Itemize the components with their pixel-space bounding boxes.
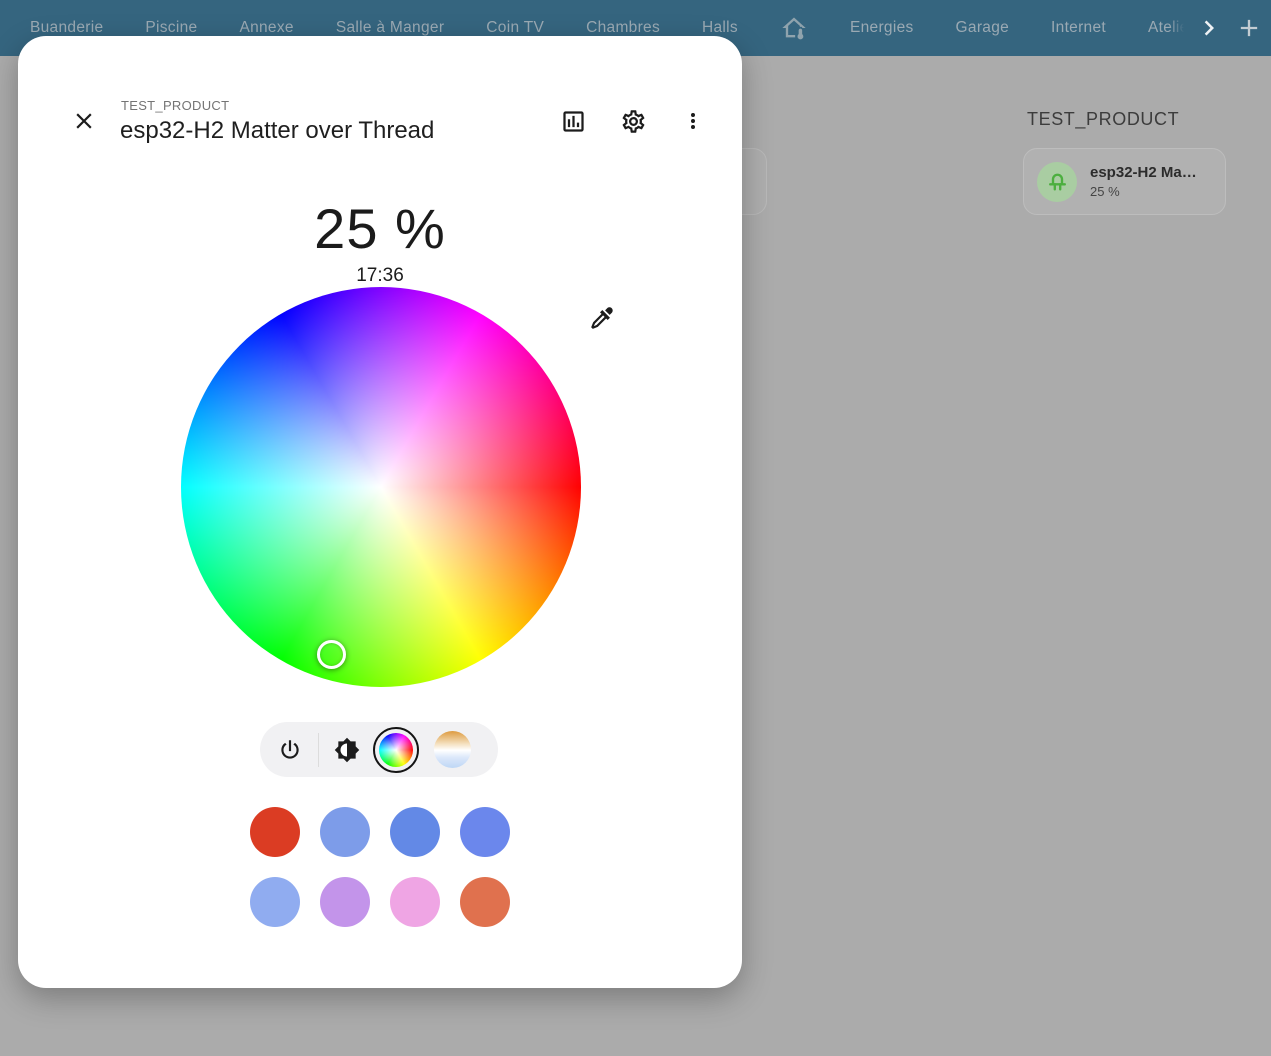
settings-button[interactable]	[613, 101, 653, 141]
color-mode-button-selected[interactable]	[373, 726, 419, 773]
preset-color-5[interactable]	[250, 877, 300, 927]
dashboard-tabs: Buanderie Piscine Annexe Salle à Manger …	[0, 0, 1271, 56]
eyedropper-icon	[589, 305, 615, 331]
device-card-name: esp32-H2 Ma…	[1090, 164, 1197, 181]
toolbar-divider	[318, 732, 319, 767]
color-wheel-cursor[interactable]	[317, 640, 346, 669]
favorite-colors	[250, 807, 510, 927]
preset-color-3[interactable]	[390, 807, 440, 857]
led-on-icon	[1044, 168, 1071, 195]
tab-annexe[interactable]: Annexe	[239, 19, 294, 36]
last-changed-time: 17:36	[356, 265, 404, 286]
light-more-info-dialog: TEST_PRODUCT esp32-H2 Matter over Thread…	[18, 36, 742, 988]
tab-garage[interactable]: Garage	[955, 19, 1010, 36]
device-card-text: esp32-H2 Ma… 25 %	[1090, 164, 1197, 199]
close-dialog-button[interactable]	[64, 101, 104, 141]
device-icon-circle	[1037, 161, 1077, 202]
chevron-right-icon	[1194, 13, 1224, 43]
color-wheel-icon	[379, 732, 413, 767]
tab-piscine[interactable]: Piscine	[145, 19, 198, 36]
tab-home-thermometer[interactable]	[780, 14, 808, 42]
preset-color-8[interactable]	[460, 877, 510, 927]
preset-color-2[interactable]	[320, 807, 370, 857]
brightness-icon	[334, 737, 360, 763]
dialog-title: esp32-H2 Matter over Thread	[120, 117, 435, 144]
device-card-esp32[interactable]: esp32-H2 Ma… 25 %	[1023, 148, 1226, 215]
tabs-scroll-right-button[interactable]	[1192, 9, 1226, 47]
plus-icon	[1235, 14, 1263, 42]
preset-color-7[interactable]	[390, 877, 440, 927]
color-wheel-picker[interactable]	[181, 287, 581, 687]
close-icon	[71, 108, 97, 134]
tab-atelier[interactable]: Atelier	[1148, 19, 1187, 36]
tab-energies[interactable]: Energies	[849, 19, 914, 36]
tab-halls[interactable]: Halls	[702, 19, 738, 36]
kebab-menu-icon	[681, 109, 705, 133]
add-tab-button[interactable]	[1229, 13, 1269, 43]
background-section-title: TEST_PRODUCT	[1027, 109, 1180, 129]
chart-history-icon	[560, 108, 587, 135]
tab-internet[interactable]: Internet	[1051, 19, 1107, 36]
history-chart-button[interactable]	[553, 101, 593, 141]
power-icon	[277, 737, 303, 763]
light-mode-toolbar	[260, 722, 498, 777]
tab-salle-a-manger[interactable]: Salle à Manger	[335, 19, 445, 36]
home-thermometer-icon	[780, 14, 808, 42]
gear-icon	[620, 108, 647, 135]
preset-color-4[interactable]	[460, 807, 510, 857]
preset-color-1[interactable]	[250, 807, 300, 857]
device-card-state: 25 %	[1090, 184, 1120, 199]
tab-buanderie[interactable]: Buanderie	[30, 19, 104, 36]
tab-chambres[interactable]: Chambres	[586, 19, 661, 36]
brightness-value: 25 %	[314, 197, 446, 260]
preset-color-6[interactable]	[320, 877, 370, 927]
brightness-mode-button[interactable]	[327, 730, 367, 770]
color-temperature-mode-button[interactable]	[434, 731, 471, 768]
power-toggle-button[interactable]	[270, 730, 310, 770]
tab-coin-tv[interactable]: Coin TV	[486, 19, 545, 36]
more-options-button[interactable]	[673, 101, 713, 141]
eyedropper-button[interactable]	[582, 298, 622, 338]
dialog-device-subtitle: TEST_PRODUCT	[121, 98, 230, 113]
